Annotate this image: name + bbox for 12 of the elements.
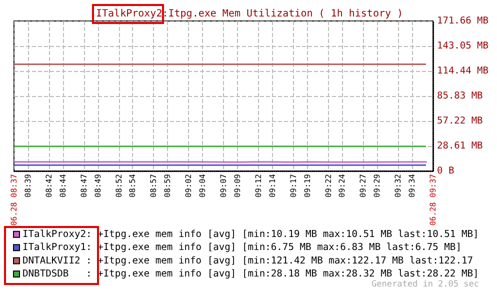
y-tick-label: 143.05 MB — [437, 40, 489, 52]
legend-label: ITalkProxy1: +Itpg.exe mem info [avg] [min:6.75 MB max:6.83 MB last:6.75 MB] — [22, 242, 462, 254]
y-tick-label: 85.83 MB — [437, 90, 484, 102]
y-tick-label: 171.66 MB — [437, 16, 489, 26]
legend-label: DNTALKVII2 : +Itpg.exe mem info [avg] [min:121.42 MB max:122.17 MB last:122.17 — [22, 255, 474, 266]
legend-label: DNBTDSDB : +Itpg.exe mem info [avg] [min:28.18 MB max:28.32 MB last:28.22 MB] — [22, 268, 479, 280]
y-tick-label: 57.22 MB — [437, 116, 484, 126]
text: Generated in 2.05 sec — [372, 280, 480, 290]
y-tick-label: 28.61 MB — [437, 140, 484, 152]
legend-label: ITalkProxy2: +Itpg.exe mem info [avg] [min:10.19 MB max:10.51 MB last:10.51 MB] — [22, 228, 479, 240]
y-tick-label: 114.44 MB — [437, 66, 489, 76]
y-tick-label: 0 B — [437, 166, 454, 176]
